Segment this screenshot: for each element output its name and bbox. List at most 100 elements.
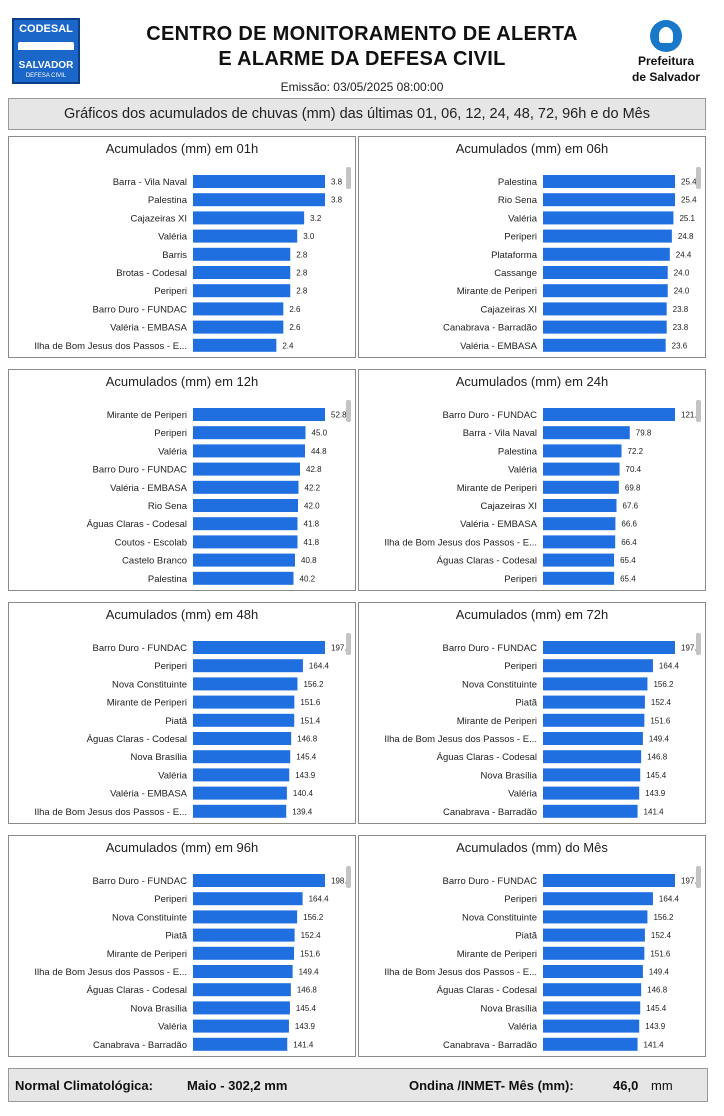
bar[interactable]: [543, 229, 672, 243]
bar[interactable]: [543, 1019, 640, 1033]
category-label: Mirante de Periperi: [457, 716, 537, 727]
bar[interactable]: [543, 910, 648, 924]
bar[interactable]: [193, 517, 298, 531]
bar[interactable]: [193, 732, 292, 745]
bar[interactable]: [543, 211, 674, 225]
bar[interactable]: [193, 499, 298, 512]
bar[interactable]: [543, 499, 617, 512]
bar[interactable]: [543, 946, 645, 960]
bar[interactable]: [543, 713, 645, 727]
bar[interactable]: [543, 892, 653, 906]
bar[interactable]: [543, 786, 640, 800]
bar[interactable]: [543, 266, 668, 279]
bar[interactable]: [193, 553, 295, 567]
data-label: 140.4: [293, 789, 314, 798]
bar[interactable]: [543, 193, 675, 207]
data-label: 2.8: [296, 250, 308, 259]
bar[interactable]: [193, 983, 291, 997]
data-label: 65.4: [620, 574, 636, 583]
bar[interactable]: [543, 804, 638, 818]
bar[interactable]: [193, 462, 300, 476]
bar[interactable]: [193, 928, 295, 942]
bar[interactable]: [193, 338, 277, 352]
bar[interactable]: [193, 444, 305, 458]
data-label: 44.8: [311, 447, 327, 456]
bar[interactable]: [193, 910, 298, 924]
scrollbar-thumb[interactable]: [696, 167, 701, 189]
bar[interactable]: [543, 1037, 638, 1051]
bar[interactable]: [193, 965, 293, 978]
bar[interactable]: [543, 247, 670, 261]
scrollbar-thumb[interactable]: [696, 866, 701, 888]
data-label: 72.2: [628, 447, 644, 456]
bar[interactable]: [543, 302, 667, 316]
data-label: 156.2: [303, 680, 324, 689]
bar[interactable]: [543, 641, 675, 654]
bar[interactable]: [193, 247, 291, 261]
bar[interactable]: [193, 211, 305, 225]
bar[interactable]: [543, 928, 645, 942]
category-label: Nova Constituinte: [112, 679, 187, 690]
bar[interactable]: [543, 874, 675, 887]
bar[interactable]: [193, 266, 291, 279]
bar[interactable]: [193, 874, 325, 887]
bar[interactable]: [543, 426, 630, 440]
bar[interactable]: [543, 480, 619, 494]
bar[interactable]: [543, 659, 653, 673]
bar[interactable]: [543, 965, 643, 978]
bar[interactable]: [543, 1001, 641, 1015]
bar[interactable]: [543, 732, 643, 745]
bar[interactable]: [193, 804, 287, 818]
bar[interactable]: [193, 1001, 290, 1015]
bar[interactable]: [543, 517, 616, 531]
category-label: Valéria - EMBASA: [110, 323, 188, 334]
bar[interactable]: [193, 193, 325, 207]
bar[interactable]: [543, 768, 641, 782]
bar[interactable]: [543, 320, 667, 334]
bar[interactable]: [193, 284, 291, 298]
bar[interactable]: [543, 571, 615, 585]
bar[interactable]: [193, 641, 325, 654]
bar[interactable]: [193, 677, 298, 691]
bar[interactable]: [543, 677, 648, 691]
bar[interactable]: [543, 408, 675, 421]
bar[interactable]: [193, 426, 306, 440]
bar[interactable]: [193, 302, 284, 316]
bar[interactable]: [193, 408, 325, 421]
scrollbar-thumb[interactable]: [346, 633, 351, 655]
bar[interactable]: [543, 284, 668, 298]
bar[interactable]: [193, 1019, 289, 1033]
bar[interactable]: [193, 571, 294, 585]
bar[interactable]: [543, 983, 642, 997]
bar[interactable]: [193, 892, 303, 906]
bar[interactable]: [193, 786, 287, 800]
bar[interactable]: [543, 695, 645, 709]
bar[interactable]: [193, 659, 303, 673]
scrollbar-thumb[interactable]: [346, 866, 351, 888]
bar[interactable]: [193, 768, 290, 782]
scrollbar-thumb[interactable]: [346, 167, 351, 189]
bar[interactable]: [543, 535, 616, 549]
bar[interactable]: [193, 175, 325, 188]
scrollbar-thumb[interactable]: [346, 400, 351, 422]
bar[interactable]: [193, 229, 298, 243]
bar[interactable]: [193, 946, 295, 960]
scrollbar-thumb[interactable]: [696, 633, 701, 655]
bar[interactable]: [543, 338, 666, 352]
data-label: 197.4: [331, 644, 352, 653]
bar[interactable]: [543, 444, 622, 458]
bar[interactable]: [193, 695, 295, 709]
bar[interactable]: [543, 462, 620, 476]
bar[interactable]: [193, 713, 295, 727]
bar[interactable]: [543, 175, 675, 188]
bar[interactable]: [193, 480, 299, 494]
category-label: Mirante de Periperi: [457, 483, 537, 494]
bar[interactable]: [193, 750, 291, 764]
bar[interactable]: [543, 750, 642, 764]
bar[interactable]: [193, 535, 298, 549]
scrollbar-thumb[interactable]: [696, 400, 701, 422]
bar[interactable]: [193, 320, 284, 334]
data-label: 66.6: [621, 520, 637, 529]
bar[interactable]: [543, 553, 615, 567]
bar[interactable]: [193, 1037, 288, 1051]
